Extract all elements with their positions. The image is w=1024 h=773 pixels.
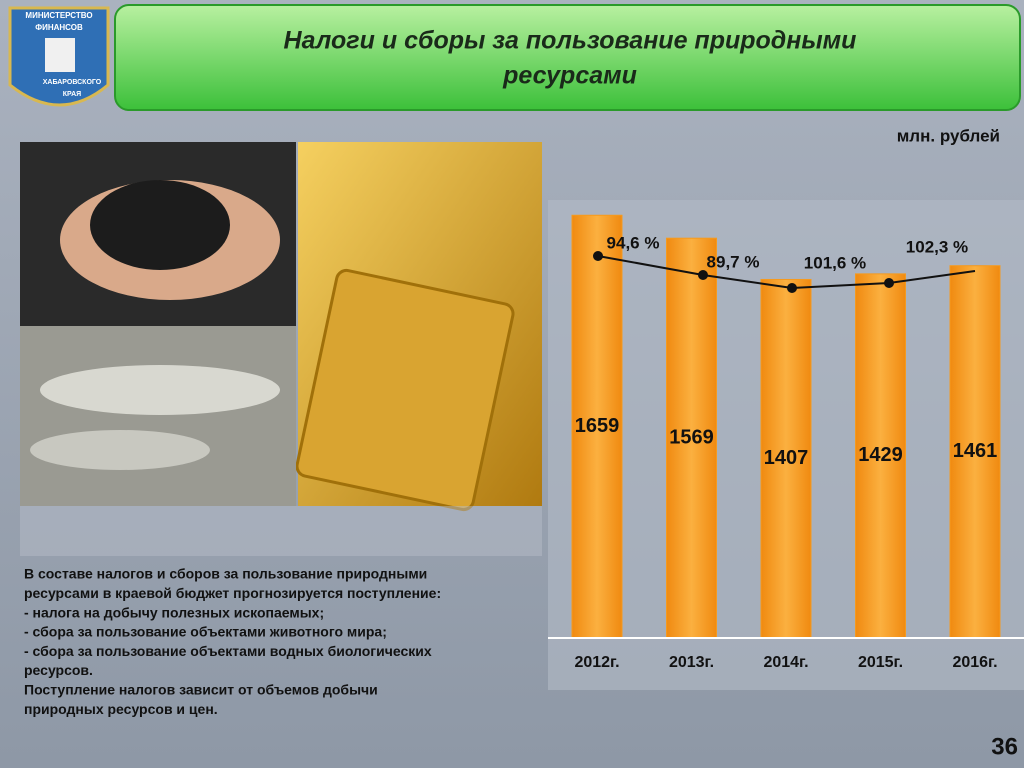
bars: 1659 2012г. 1569 2013г. 1407 2014г. 1429 2015г.… [548, 214, 1024, 671]
dot [698, 270, 708, 280]
x-tick-label: 2015г. [858, 654, 903, 671]
bar [571, 214, 623, 639]
logo-text: МИНИСТЕРСТВО [25, 11, 92, 20]
logo-text: КРАЯ [63, 91, 81, 98]
x-tick-label: 2013г. [669, 654, 714, 671]
body-line: - налога на добычу полезных ископаемых; [24, 604, 324, 620]
annotation: 101,6 % [804, 253, 866, 272]
dot [593, 251, 603, 261]
x-tick-label: 2012г. [574, 654, 619, 671]
annotation: 102,3 % [906, 237, 968, 256]
title: ресурсами [502, 62, 637, 90]
body-line: природных ресурсов и цен. [24, 701, 218, 717]
body-line: - сбора за пользование объектами животно… [24, 624, 387, 640]
value-label: 1659 [575, 415, 620, 437]
fish-photo [20, 326, 296, 506]
body-line: - сбора за пользование объектами водных … [24, 643, 432, 659]
dot [884, 278, 894, 288]
gold-bar [295, 268, 515, 512]
logo-emblem [45, 38, 75, 72]
page-number: 36 [991, 733, 1018, 760]
logo-text: ФИНАНСОВ [35, 23, 83, 32]
value-label: 1569 [669, 426, 714, 448]
logo: МИНИСТЕРСТВО ФИНАНСОВ ХАБАРОВСКОГО КРАЯ [8, 6, 110, 107]
body-line: ресурсов. [24, 662, 93, 678]
fish [40, 365, 280, 415]
body-line: ресурсами в краевой бюджет прогнозируетс… [24, 585, 441, 601]
value-label: 1461 [953, 440, 998, 462]
logo-text: ХАБАРОВСКОГО [43, 79, 102, 86]
body-line: Поступление налогов зависит от объемов д… [24, 682, 378, 698]
value-label: 1407 [764, 447, 809, 469]
bar [760, 278, 812, 639]
title: Налоги и сборы за пользование природными [284, 27, 857, 55]
dot [787, 283, 797, 293]
fish [30, 430, 210, 470]
unit-label: млн. рублей [897, 126, 1000, 145]
x-tick-label: 2014г. [763, 654, 808, 671]
annotation: 89,7 % [707, 252, 760, 271]
reflection [20, 506, 542, 556]
annotation: 94,6 % [607, 233, 660, 252]
value-label: 1429 [858, 444, 903, 466]
coal [90, 180, 230, 270]
body-line: В составе налогов и сборов за пользовани… [24, 566, 427, 582]
x-tick-label: 2016г. [952, 654, 997, 671]
bar [949, 265, 1001, 639]
header-box [114, 4, 1021, 111]
growth-dots [593, 251, 894, 293]
body-text: В составе налогов и сборов за пользовани… [24, 566, 441, 717]
bar [666, 237, 717, 639]
